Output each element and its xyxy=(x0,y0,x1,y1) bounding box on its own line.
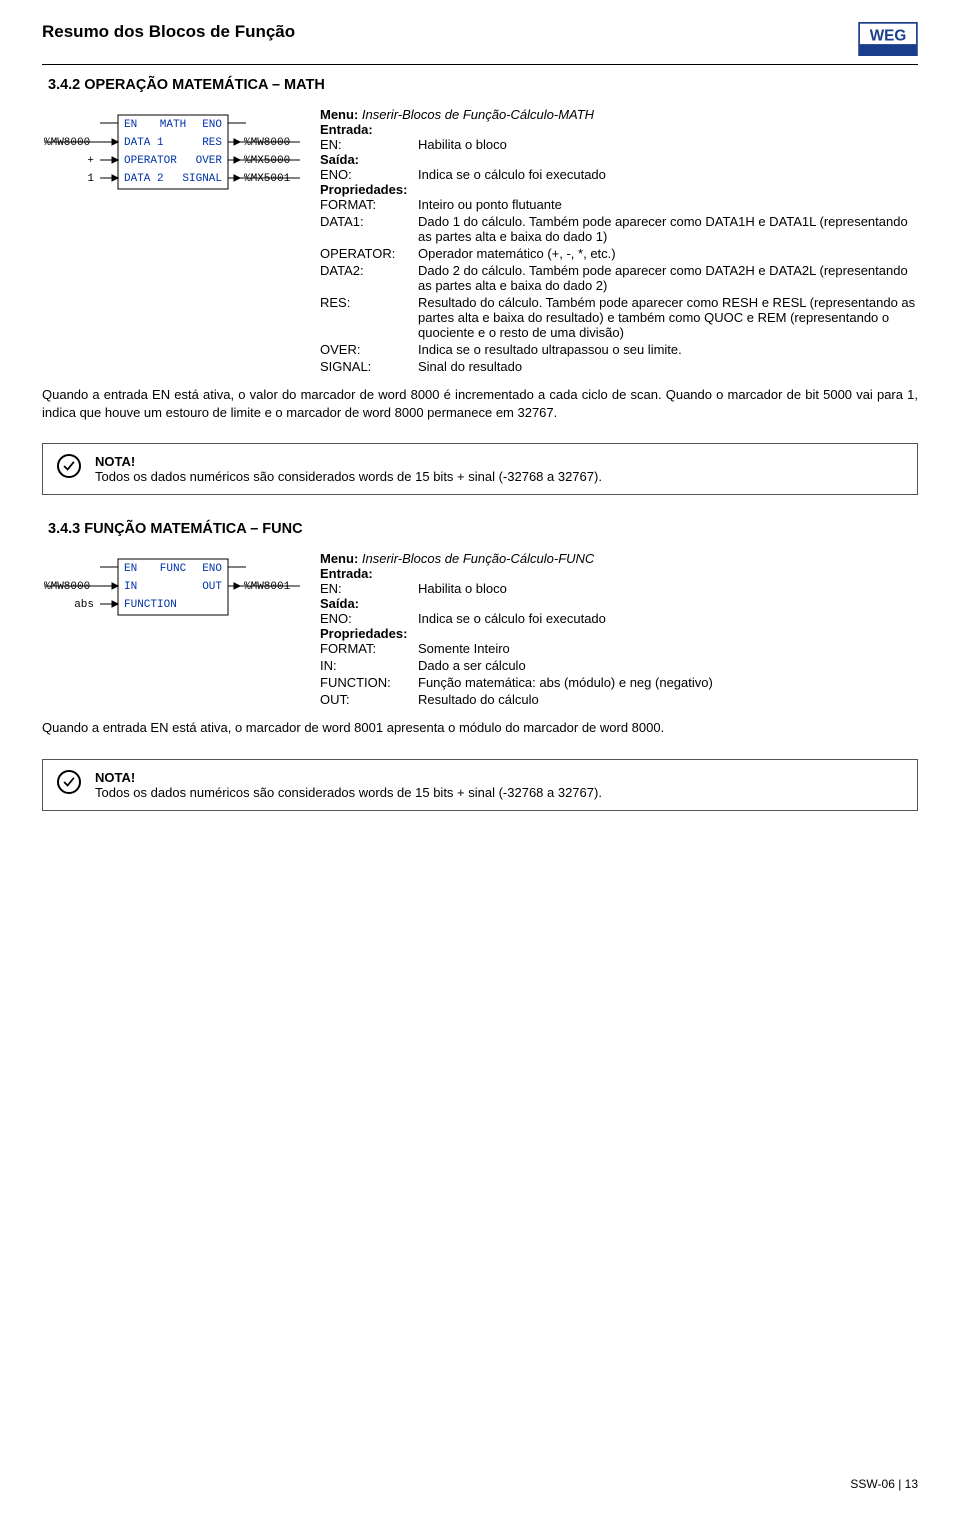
saida-grid: ENO: Indica se o cálculo foi executado xyxy=(320,167,918,182)
prop-value: Resultado do cálculo xyxy=(418,692,918,707)
saida-label: Saída: xyxy=(320,152,918,167)
prop-key: DATA2: xyxy=(320,263,410,293)
entrada-grid-2: EN: Habilita o bloco xyxy=(320,581,918,596)
prop-key: FORMAT: xyxy=(320,197,410,212)
menu-label-2: Menu: xyxy=(320,551,358,566)
saida-label-2: Saída: xyxy=(320,596,918,611)
prop-key: OPERATOR: xyxy=(320,246,410,261)
heading-343: 3.4.3 FUNÇÃO MATEMÁTICA – FUNC xyxy=(48,521,918,537)
page-footer: SSW-06 | 13 xyxy=(850,1477,918,1491)
svg-text:ENO: ENO xyxy=(202,563,222,575)
prop-value: Indica se o resultado ultrapassou o seu … xyxy=(418,342,918,357)
prop-key: OUT: xyxy=(320,692,410,707)
prop-key: EN: xyxy=(320,581,410,596)
prop-value: Dado 1 do cálculo. Também pode aparecer … xyxy=(418,214,918,244)
svg-text:IN: IN xyxy=(124,581,137,593)
svg-text:%MX5001: %MX5001 xyxy=(244,173,291,185)
prop-value: Função matemática: abs (módulo) e neg (n… xyxy=(418,675,918,690)
svg-text:OUT: OUT xyxy=(202,581,222,593)
svg-text:DATA 1: DATA 1 xyxy=(124,137,164,149)
prop-key: IN: xyxy=(320,658,410,673)
props-label: Propriedades: xyxy=(320,182,918,197)
svg-text:FUNCTION: FUNCTION xyxy=(124,599,177,611)
menu-line: Menu: Inserir-Blocos de Função-Cálculo-M… xyxy=(320,107,918,122)
svg-text:+: + xyxy=(87,155,94,167)
svg-text:OPERATOR: OPERATOR xyxy=(124,155,177,167)
menu-value-2: Inserir-Blocos de Função-Cálculo-FUNC xyxy=(362,551,594,566)
svg-text:%MW8000: %MW8000 xyxy=(244,137,290,149)
svg-text:SIGNAL: SIGNAL xyxy=(182,173,222,185)
svg-text:%MW8000: %MW8000 xyxy=(44,137,90,149)
svg-text:EN: EN xyxy=(124,563,137,575)
svg-text:%MX5000: %MX5000 xyxy=(244,155,290,167)
prop-key: FORMAT: xyxy=(320,641,410,656)
prop-value: Sinal do resultado xyxy=(418,359,918,374)
svg-text:MATH: MATH xyxy=(160,119,186,131)
prop-value: Operador matemático (+, -, *, etc.) xyxy=(418,246,918,261)
prop-key: SIGNAL: xyxy=(320,359,410,374)
props-label-2: Propriedades: xyxy=(320,626,918,641)
menu-value: Inserir-Blocos de Função-Cálculo-MATH xyxy=(362,107,594,122)
func-diagram: FUNC EN IN FUNCTION ENO OUT %MW8000 abs … xyxy=(42,551,302,634)
note-box-2: NOTA! Todos os dados numéricos são consi… xyxy=(42,759,918,811)
svg-text:OVER: OVER xyxy=(196,155,223,167)
prop-key: ENO: xyxy=(320,167,410,182)
note-box-1: NOTA! Todos os dados numéricos são consi… xyxy=(42,443,918,495)
svg-text:FUNC: FUNC xyxy=(160,563,187,575)
entrada-label: Entrada: xyxy=(320,122,918,137)
note2-title: NOTA! xyxy=(95,770,903,785)
check-circle-icon xyxy=(57,770,81,794)
prop-key: FUNCTION: xyxy=(320,675,410,690)
prop-value: Habilita o bloco xyxy=(418,581,918,596)
prop-key: OVER: xyxy=(320,342,410,357)
prop-value: Dado 2 do cálculo. Também pode aparecer … xyxy=(418,263,918,293)
prop-key: RES: xyxy=(320,295,410,340)
prop-key: EN: xyxy=(320,137,410,152)
note2-body: Todos os dados numéricos são considerado… xyxy=(95,785,903,800)
check-circle-icon xyxy=(57,454,81,478)
prop-key: DATA1: xyxy=(320,214,410,244)
prop-value: Resultado do cálculo. Também pode aparec… xyxy=(418,295,918,340)
svg-text:%MW8001: %MW8001 xyxy=(244,581,291,593)
saida-grid-2: ENO: Indica se o cálculo foi executado xyxy=(320,611,918,626)
menu-line-2: Menu: Inserir-Blocos de Função-Cálculo-F… xyxy=(320,551,918,566)
prop-value: Somente Inteiro xyxy=(418,641,918,656)
props-grid-2: FORMAT: Somente Inteiro IN: Dado a ser cálc… xyxy=(320,641,918,707)
prop-value: Indica se o cálculo foi executado xyxy=(418,167,918,182)
svg-text:DATA 2: DATA 2 xyxy=(124,173,164,185)
svg-text:%MW8000: %MW8000 xyxy=(44,581,90,593)
note1-title: NOTA! xyxy=(95,454,903,469)
svg-text:ENO: ENO xyxy=(202,119,222,131)
svg-text:WEG: WEG xyxy=(870,28,907,45)
svg-text:RES: RES xyxy=(202,137,222,149)
page-title: Resumo dos Blocos de Função xyxy=(42,22,295,42)
menu-label: Menu: xyxy=(320,107,358,122)
prop-value: Habilita o bloco xyxy=(418,137,918,152)
svg-text:1: 1 xyxy=(87,173,94,185)
weg-logo: WEG xyxy=(858,22,918,56)
math-diagram: MATH EN DATA 1 OPERATOR DATA 2 ENO RES O… xyxy=(42,107,302,212)
prop-key: ENO: xyxy=(320,611,410,626)
note1-body: Todos os dados numéricos são considerado… xyxy=(95,469,903,484)
heading-342: 3.4.2 OPERAÇÃO MATEMÁTICA – MATH xyxy=(48,77,918,93)
prop-value: Dado a ser cálculo xyxy=(418,658,918,673)
prop-value: Indica se o cálculo foi executado xyxy=(418,611,918,626)
entrada-label-2: Entrada: xyxy=(320,566,918,581)
props-grid: FORMAT: Inteiro ou ponto flutuante DATA1: D… xyxy=(320,197,918,374)
prop-value: Inteiro ou ponto flutuante xyxy=(418,197,918,212)
sec2-paragraph: Quando a entrada EN está ativa, o marcad… xyxy=(42,719,918,737)
entrada-grid: EN: Habilita o bloco xyxy=(320,137,918,152)
svg-text:abs: abs xyxy=(74,599,94,611)
sec1-paragraph: Quando a entrada EN está ativa, o valor … xyxy=(42,386,918,421)
svg-text:EN: EN xyxy=(124,119,137,131)
